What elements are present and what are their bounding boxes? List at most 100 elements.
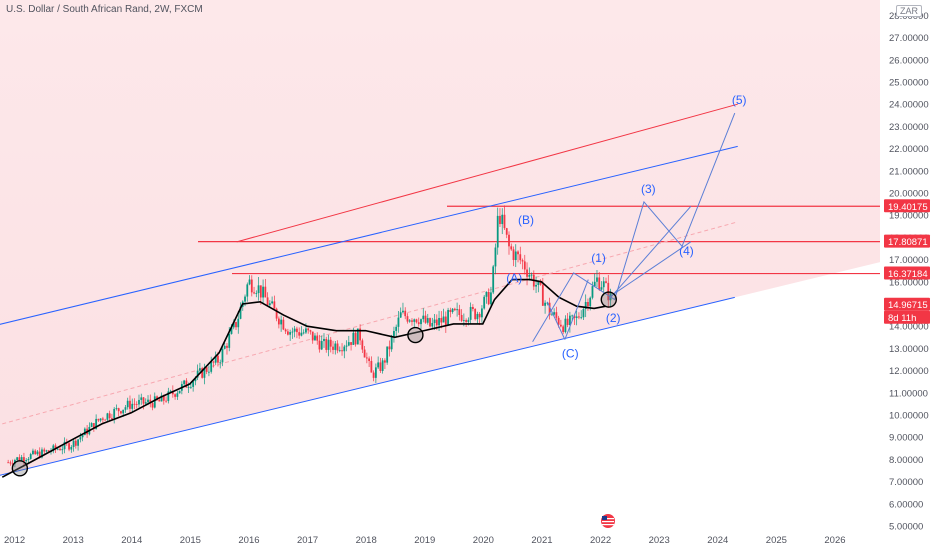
candle-body bbox=[113, 408, 116, 419]
y-tick-label: 13.00000 bbox=[889, 344, 929, 355]
candle-body bbox=[413, 319, 416, 322]
candle-body bbox=[602, 281, 605, 288]
candle-body bbox=[286, 331, 289, 335]
candle-body bbox=[126, 400, 129, 408]
x-tick-label: 2023 bbox=[649, 535, 670, 546]
candle-body bbox=[381, 360, 384, 371]
candle-body bbox=[537, 280, 540, 285]
candle-body bbox=[578, 316, 580, 318]
candle-body bbox=[386, 346, 389, 363]
candle-body bbox=[456, 309, 459, 311]
candle-body bbox=[293, 328, 296, 332]
candle-body bbox=[70, 446, 73, 450]
candle-body bbox=[356, 328, 359, 345]
candle-body bbox=[309, 330, 312, 332]
candle-body bbox=[72, 440, 75, 447]
candle-body bbox=[499, 215, 501, 225]
circle-markers bbox=[11, 291, 617, 477]
candle-body bbox=[183, 380, 186, 385]
candle-body bbox=[584, 301, 587, 309]
candle-body bbox=[176, 393, 179, 397]
x-tick-label: 2020 bbox=[473, 535, 494, 546]
x-tick-label: 2013 bbox=[63, 535, 84, 546]
y-tick-label: 26.00000 bbox=[889, 55, 929, 66]
candle-body bbox=[528, 274, 531, 277]
x-tick-label: 2014 bbox=[121, 535, 142, 546]
candle-body bbox=[262, 286, 264, 298]
circle-marker bbox=[407, 326, 424, 344]
candle-body bbox=[332, 346, 334, 350]
channel-line-red bbox=[236, 103, 738, 243]
candle-body bbox=[365, 357, 368, 359]
candle-body bbox=[424, 315, 427, 323]
candle-body bbox=[359, 328, 361, 341]
candle-body bbox=[20, 457, 23, 461]
x-tick-label: 2026 bbox=[824, 535, 845, 546]
candle-body bbox=[596, 277, 598, 282]
candle-body bbox=[526, 269, 528, 277]
wave-label: (3) bbox=[641, 182, 656, 196]
candle-body bbox=[144, 402, 147, 404]
candle-body bbox=[399, 312, 402, 318]
candle-body bbox=[257, 285, 260, 294]
price-tag: 8d 11h bbox=[884, 310, 930, 324]
candle-body bbox=[45, 450, 48, 452]
candle-body bbox=[575, 316, 578, 319]
candle-body bbox=[235, 322, 237, 328]
candle-body bbox=[404, 310, 407, 317]
candle-body bbox=[302, 332, 305, 334]
candle-body bbox=[266, 297, 269, 306]
candle-body bbox=[555, 312, 558, 318]
candle-body bbox=[41, 449, 43, 458]
y-tick-label: 21.00000 bbox=[889, 166, 929, 177]
candle-body bbox=[194, 377, 197, 382]
candle-body bbox=[471, 306, 474, 309]
candle-body bbox=[167, 391, 170, 402]
y-tick-label: 6.00000 bbox=[889, 499, 923, 510]
candle-body bbox=[429, 318, 431, 327]
candle-body bbox=[142, 397, 145, 404]
wave-label: (4) bbox=[679, 244, 694, 258]
candle-body bbox=[571, 315, 574, 317]
candle-body bbox=[56, 448, 59, 450]
y-tick-label: 27.00000 bbox=[889, 33, 929, 44]
candle-body bbox=[415, 319, 418, 323]
candle-body bbox=[451, 308, 454, 313]
candle-body bbox=[271, 301, 274, 304]
candle-body bbox=[74, 440, 77, 446]
currency-badge[interactable]: ZAR bbox=[896, 5, 922, 17]
candle-body bbox=[408, 320, 411, 322]
candle-body bbox=[361, 340, 364, 350]
candle-body bbox=[447, 309, 449, 326]
candle-body bbox=[99, 418, 102, 421]
candle-body bbox=[259, 285, 262, 298]
candle-body bbox=[559, 324, 562, 327]
y-tick-label: 5.00000 bbox=[889, 522, 923, 533]
candle-body bbox=[363, 349, 366, 358]
candle-body bbox=[541, 284, 544, 306]
candle-body bbox=[440, 317, 443, 323]
abc-line bbox=[564, 279, 589, 340]
candle-body bbox=[476, 313, 479, 320]
candle-body bbox=[393, 330, 395, 337]
wave-channel-line bbox=[608, 241, 692, 298]
candle-body bbox=[106, 413, 109, 420]
candle-body bbox=[311, 331, 314, 341]
candle-body bbox=[196, 370, 199, 378]
channel-line-top bbox=[0, 145, 738, 325]
candle-body bbox=[494, 247, 497, 267]
candle-body bbox=[63, 441, 66, 450]
price-tag-label: 17.80871 bbox=[888, 237, 928, 248]
price-tag-label: 8d 11h bbox=[888, 313, 916, 324]
candle-body bbox=[16, 457, 19, 460]
candle-body bbox=[282, 319, 285, 330]
candle-body bbox=[289, 332, 292, 335]
candle-body bbox=[32, 450, 34, 455]
candle-body bbox=[131, 403, 134, 409]
candle-body bbox=[9, 462, 12, 464]
candle-body bbox=[368, 358, 371, 361]
candle-body bbox=[462, 320, 465, 321]
candle-body bbox=[521, 260, 524, 262]
